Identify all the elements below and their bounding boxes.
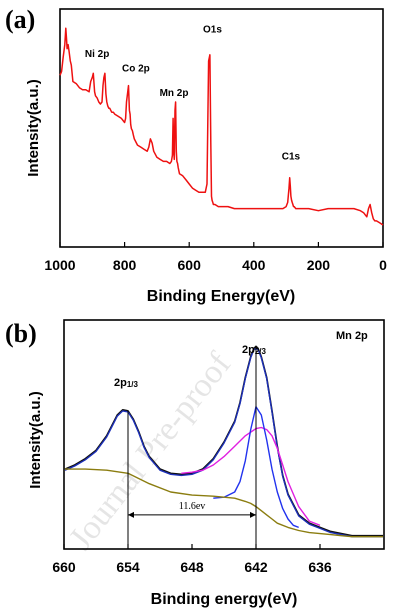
x-tick-label: 800 <box>113 257 137 273</box>
fit-series-line <box>213 406 299 529</box>
fit-series-line <box>64 347 383 538</box>
peak-label: C1s <box>282 151 301 162</box>
x-tick-label: 200 <box>307 257 331 273</box>
panel-b-x-ticks: 660 654 648 642 636 <box>52 544 332 575</box>
fit-series-line <box>181 426 321 526</box>
x-tick-label: 636 <box>308 559 332 575</box>
panel-a: (a) 1000 800 600 400 200 0 Ni 2p Co 2p Mn 2p O1s… <box>5 5 387 305</box>
x-tick-label: 648 <box>180 559 204 575</box>
x-tick-label: 400 <box>242 257 266 273</box>
x-tick-label: 660 <box>52 559 76 575</box>
panel-b-x-axis-label: Binding energy(eV) <box>151 591 298 608</box>
survey-series-line <box>59 27 384 226</box>
panel-a-series <box>59 27 384 226</box>
panel-b-title: Mn 2p <box>336 330 368 342</box>
panel-a-label: (a) <box>5 5 35 34</box>
panel-b-label: (b) <box>5 319 37 348</box>
panel-a-y-axis-label: Intensity(a.u.) <box>25 79 42 177</box>
peak-label: Mn 2p <box>160 88 189 99</box>
peak-label: 2p2/3 <box>242 344 267 356</box>
panel-a-annotations: Ni 2p Co 2p Mn 2p O1s C1s <box>85 24 301 162</box>
separation-arrow-head-right <box>250 511 256 518</box>
panel-a-x-ticks: 1000 800 600 400 200 0 <box>44 242 387 273</box>
x-tick-label: 654 <box>116 559 140 575</box>
fit-series-line <box>65 468 383 538</box>
panel-b-y-axis-label: Intensity(a.u.) <box>27 391 44 489</box>
panel-b-series <box>64 345 383 538</box>
x-tick-label: 600 <box>178 257 202 273</box>
panel-b-plot-frame <box>63 319 385 550</box>
x-tick-label: 0 <box>379 257 387 273</box>
panel-b: (b) Mn 2p 660 654 648 642 636 2p1/3 2p2/3 11.6… <box>5 319 385 608</box>
peak-label: Co 2p <box>122 63 150 74</box>
panel-b-annotations: 2p1/3 2p2/3 11.6ev <box>114 344 267 549</box>
x-tick-label: 642 <box>244 559 268 575</box>
separation-label: 11.6ev <box>179 501 206 512</box>
x-tick-label: 1000 <box>44 257 75 273</box>
peak-label: O1s <box>203 24 222 35</box>
panel-a-x-axis-label: Binding Energy(eV) <box>147 288 295 305</box>
peak-label: 2p1/3 <box>114 377 139 389</box>
watermark: Journal Pre-proof <box>62 345 239 557</box>
separation-arrow-head-left <box>128 511 134 518</box>
peak-label: Ni 2p <box>85 49 109 60</box>
panel-a-plot-frame <box>59 8 384 248</box>
